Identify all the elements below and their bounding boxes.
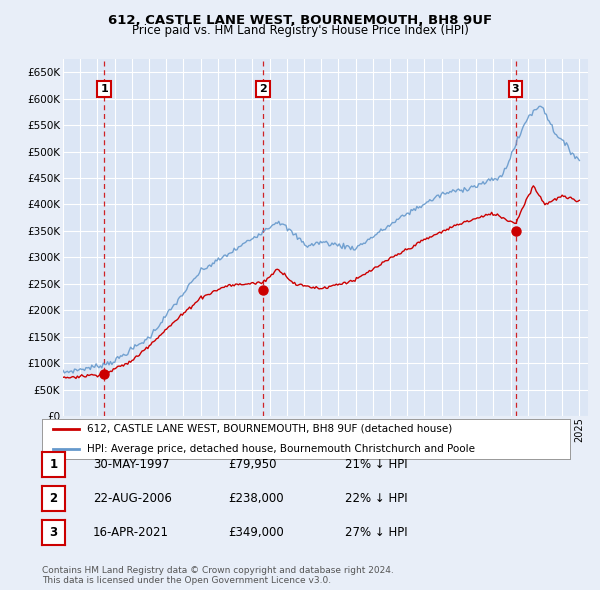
Text: Price paid vs. HM Land Registry's House Price Index (HPI): Price paid vs. HM Land Registry's House … (131, 24, 469, 37)
Text: 27% ↓ HPI: 27% ↓ HPI (345, 526, 407, 539)
Text: 1: 1 (49, 458, 58, 471)
Text: 30-MAY-1997: 30-MAY-1997 (93, 458, 170, 471)
Text: 22-AUG-2006: 22-AUG-2006 (93, 492, 172, 505)
Text: Contains HM Land Registry data © Crown copyright and database right 2024.
This d: Contains HM Land Registry data © Crown c… (42, 566, 394, 585)
Text: 2: 2 (49, 492, 58, 505)
Text: 612, CASTLE LANE WEST, BOURNEMOUTH, BH8 9UF: 612, CASTLE LANE WEST, BOURNEMOUTH, BH8 … (108, 14, 492, 27)
Text: 3: 3 (49, 526, 58, 539)
Text: 1: 1 (101, 84, 109, 94)
Text: 2: 2 (259, 84, 267, 94)
Text: HPI: Average price, detached house, Bournemouth Christchurch and Poole: HPI: Average price, detached house, Bour… (87, 444, 475, 454)
Text: £349,000: £349,000 (228, 526, 284, 539)
Text: 22% ↓ HPI: 22% ↓ HPI (345, 492, 407, 505)
Text: 612, CASTLE LANE WEST, BOURNEMOUTH, BH8 9UF (detached house): 612, CASTLE LANE WEST, BOURNEMOUTH, BH8 … (87, 424, 452, 434)
Text: £79,950: £79,950 (228, 458, 277, 471)
Text: 3: 3 (512, 84, 520, 94)
Text: 16-APR-2021: 16-APR-2021 (93, 526, 169, 539)
Text: £238,000: £238,000 (228, 492, 284, 505)
Text: 21% ↓ HPI: 21% ↓ HPI (345, 458, 407, 471)
